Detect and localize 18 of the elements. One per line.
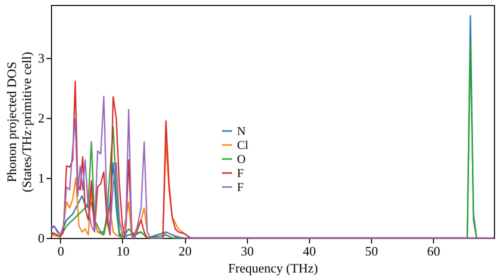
legend-label: F [237,180,244,194]
x-tick-label: 50 [364,244,378,258]
y-tick-label: 3 [38,50,44,66]
legend-label: Cl [237,138,250,152]
legend-label: O [237,152,246,166]
x-tick-label: 10 [116,244,130,258]
legend-label: N [237,124,246,138]
y-tick-label: 0 [38,230,44,246]
y-tick-label: 1 [38,170,44,186]
x-tick-label: 40 [302,244,316,258]
x-tick-label: 20 [178,244,192,258]
y-axis-title: Phonon projected DOS (States/THz·primitive cell) [4,52,34,192]
x-tick-label: 30 [240,244,254,258]
x-tick-label: 60 [427,244,440,258]
y-tick-label: 2 [38,110,44,126]
x-tick-label: 0 [58,244,64,258]
legend-label: F [237,166,244,180]
x-axis-title: Frequency (THz) [228,260,318,276]
